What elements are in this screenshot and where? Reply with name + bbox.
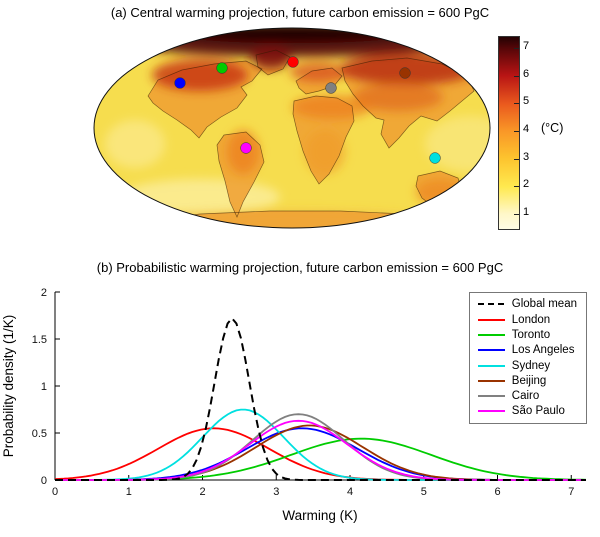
coastlines bbox=[139, 49, 475, 228]
colorbar bbox=[498, 36, 520, 230]
curve-toronto bbox=[55, 437, 587, 481]
colorbar-tick bbox=[514, 130, 519, 132]
city-marker-london bbox=[287, 56, 299, 68]
legend-line-sample bbox=[477, 349, 505, 352]
colorbar-tick-label: 7 bbox=[523, 40, 530, 53]
map-raster bbox=[94, 28, 490, 228]
y-tick-label: 1.5 bbox=[32, 334, 47, 346]
x-tick-label: 3 bbox=[273, 486, 279, 498]
legend: Global mean London Toronto Los Angeles Sydne… bbox=[468, 292, 587, 424]
curve-global-mean bbox=[55, 316, 586, 481]
legend-label: London bbox=[511, 313, 551, 326]
colorbar-tick-label: 1 bbox=[523, 205, 530, 218]
x-tick-label: 0 bbox=[52, 486, 58, 498]
legend-line-sample bbox=[477, 303, 505, 306]
pdf-plot-panel: Warming (K) Probability density (1/K) 0 1… bbox=[0, 280, 600, 537]
legend-line-sample bbox=[477, 395, 505, 398]
legend-item-los-angeles: Los Angeles bbox=[477, 344, 577, 357]
legend-label: Global mean bbox=[511, 298, 577, 311]
city-markers bbox=[174, 56, 441, 164]
city-marker-cairo bbox=[325, 82, 337, 94]
legend-item-london: London bbox=[477, 313, 577, 326]
legend-line-sample bbox=[477, 318, 505, 321]
colorbar-tick bbox=[514, 158, 519, 160]
legend-label: Toronto bbox=[511, 328, 551, 341]
colorbar-tick bbox=[514, 75, 519, 77]
city-marker-beijing bbox=[399, 67, 411, 79]
map-border bbox=[93, 27, 491, 229]
x-tick-label: 7 bbox=[568, 486, 574, 498]
colorbar-unit-label: (°C) bbox=[541, 121, 564, 135]
y-axis-label: Probability density (1/K) bbox=[1, 315, 16, 458]
colorbar-tick bbox=[514, 103, 519, 105]
legend-item-toronto: Toronto bbox=[477, 328, 577, 342]
panel-b-title: (b) Probabilistic warming projection, fu… bbox=[96, 260, 504, 275]
x-tick-label: 1 bbox=[126, 486, 132, 498]
colorbar-tick-label: 5 bbox=[523, 95, 530, 108]
colorbar-tick bbox=[514, 213, 519, 215]
legend-item-global-mean: Global mean bbox=[477, 298, 577, 311]
x-tick-label: 4 bbox=[347, 486, 353, 498]
colorbar-tick bbox=[514, 186, 519, 188]
pdf-plot: Warming (K) Probability density (1/K) 0 1… bbox=[1, 287, 587, 523]
y-tick-label: 2 bbox=[41, 287, 47, 299]
legend-item-sydney: Sydney bbox=[477, 359, 577, 372]
legend-item-sao-paulo: São Paulo bbox=[477, 405, 577, 418]
x-tick-label: 5 bbox=[421, 486, 427, 498]
x-axis-label: Warming (K) bbox=[282, 508, 357, 523]
y-tick-label: 1 bbox=[41, 381, 47, 393]
legend-line-sample bbox=[477, 379, 505, 382]
colorbar-tick-label: 2 bbox=[523, 178, 530, 191]
legend-line-sample bbox=[477, 364, 505, 367]
city-marker-toronto bbox=[216, 62, 228, 74]
world-map bbox=[93, 27, 491, 229]
colorbar-tick-label: 4 bbox=[523, 122, 530, 135]
legend-line-sample bbox=[477, 333, 505, 336]
x-tick-label: 6 bbox=[494, 486, 500, 498]
legend-label: Beijing bbox=[511, 374, 547, 387]
city-marker-los-angeles bbox=[174, 77, 186, 89]
legend-label: Cairo bbox=[511, 390, 540, 403]
legend-item-beijing: Beijing bbox=[477, 374, 577, 387]
legend-line-sample bbox=[477, 410, 505, 413]
colorbar-tick-label: 6 bbox=[523, 67, 530, 80]
world-map-panel: (°C) 1 2 3 4 5 6 7 bbox=[0, 24, 600, 258]
x-tick-label: 2 bbox=[199, 486, 205, 498]
curve-london bbox=[54, 427, 586, 481]
y-tick-label: 0 bbox=[41, 475, 47, 487]
legend-label: Los Angeles bbox=[511, 344, 575, 357]
colorbar-tick-label: 3 bbox=[523, 150, 530, 163]
curve-cairo bbox=[55, 413, 586, 481]
y-tick-label: 0.5 bbox=[32, 428, 47, 440]
colorbar-tick bbox=[514, 48, 519, 50]
city-marker-sydney bbox=[429, 152, 441, 164]
city-marker-sao-paulo bbox=[240, 142, 252, 154]
legend-item-cairo: Cairo bbox=[477, 390, 577, 403]
legend-label: Sydney bbox=[511, 359, 551, 372]
panel-a-title: (a) Central warming projection, future c… bbox=[110, 5, 490, 20]
legend-label: São Paulo bbox=[511, 405, 565, 418]
